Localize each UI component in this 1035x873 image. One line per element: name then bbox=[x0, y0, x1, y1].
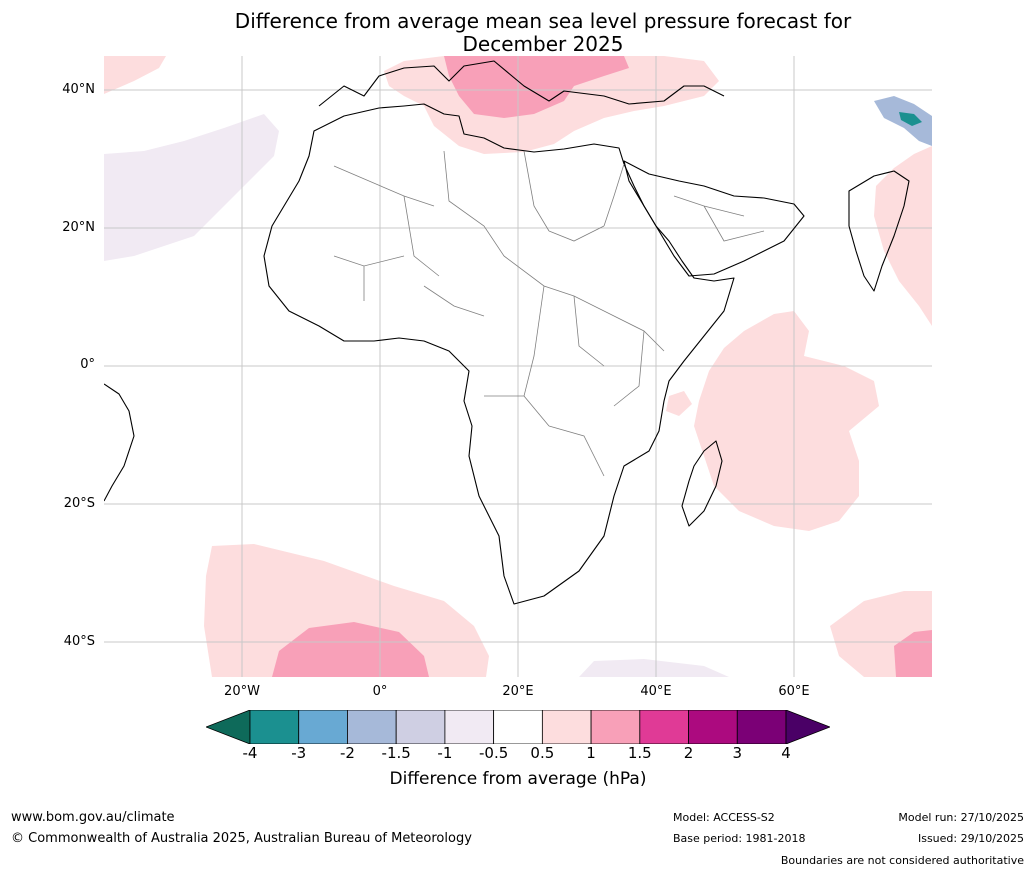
lat-label-0: 0° bbox=[80, 357, 95, 372]
south-america-tip bbox=[104, 383, 135, 502]
colorbar-tick-label: -2 bbox=[339, 744, 355, 762]
coastlines bbox=[104, 60, 910, 605]
lon-label-20e: 20°E bbox=[502, 684, 534, 699]
europe-coastline bbox=[318, 60, 725, 107]
lon-label-60e: 60°E bbox=[778, 684, 810, 699]
colorbar-cell bbox=[249, 710, 300, 744]
colorbar-over-arrow bbox=[785, 710, 830, 744]
anomaly-north-atlantic-pink bbox=[104, 56, 166, 94]
country-borders bbox=[333, 150, 765, 477]
lon-label-0: 0° bbox=[372, 684, 388, 699]
colorbar-tick-label: -1.5 bbox=[381, 744, 411, 762]
lat-label-40n: 40°N bbox=[62, 82, 95, 97]
colorbar-cell bbox=[590, 710, 641, 744]
lat-label-20n: 20°N bbox=[62, 220, 95, 235]
map-canvas bbox=[104, 56, 932, 677]
colorbar-tick-label: 2 bbox=[683, 744, 694, 762]
border-lines bbox=[333, 150, 765, 477]
footer-url[interactable]: www.bom.gov.au/climate bbox=[11, 810, 175, 825]
colorbar-tick-label: 1.5 bbox=[627, 744, 652, 762]
colorbar-cell bbox=[736, 710, 787, 744]
title-line-1: Difference from average mean sea level p… bbox=[234, 9, 852, 33]
colorbar-cell bbox=[541, 710, 592, 744]
africa-coastline bbox=[263, 103, 735, 605]
colorbar-under-arrow bbox=[206, 710, 251, 744]
colorbar-tick-label: 0.5 bbox=[530, 744, 555, 762]
colorbar-label: Difference from average (hPa) bbox=[389, 769, 647, 789]
anomaly-india-pink bbox=[874, 146, 932, 326]
colorbar-tick-label: -1 bbox=[437, 744, 453, 762]
pressure-anomaly-map bbox=[104, 56, 932, 677]
colorbar-cell bbox=[298, 710, 348, 744]
lat-label-40s: 40°S bbox=[63, 634, 95, 649]
arabia-coastline bbox=[623, 160, 805, 277]
title-line-2: December 2025 bbox=[462, 32, 624, 56]
colorbar-cell bbox=[347, 710, 397, 744]
colorbar-cell bbox=[688, 710, 738, 744]
colorbar-cell bbox=[639, 710, 689, 744]
footer-model: Model: ACCESS-S2 bbox=[673, 811, 775, 824]
footer-model-run: Model run: 27/10/2025 bbox=[898, 811, 1024, 824]
colorbar-cell bbox=[444, 710, 495, 744]
map-title: Difference from average mean sea level p… bbox=[0, 10, 1035, 56]
colorbar-tick-label: 3 bbox=[732, 744, 743, 762]
lat-label-20s: 20°S bbox=[63, 496, 95, 511]
anomaly-south-atlantic-pink bbox=[204, 544, 489, 677]
footer-disclaimer: Boundaries are not considered authoritat… bbox=[780, 854, 1024, 867]
lon-label-40e: 40°E bbox=[640, 684, 672, 699]
colorbar-tick-label: 1 bbox=[586, 744, 596, 762]
footer-copyright: © Commonwealth of Australia 2025, Austra… bbox=[11, 831, 472, 846]
colorbar-tick-label: -4 bbox=[242, 744, 258, 762]
anomaly-indian-ocean-islet bbox=[666, 391, 692, 416]
colorbar-tick-label: 4 bbox=[781, 744, 791, 762]
anomaly-indian-ocean-pink bbox=[694, 311, 879, 531]
anomaly-himalaya-strong bbox=[899, 112, 922, 126]
anomaly-atlantic-negative bbox=[104, 114, 279, 261]
colorbar-tick-label: -3 bbox=[291, 744, 307, 762]
anomaly-south-negative bbox=[579, 659, 729, 677]
footer-issued: Issued: 29/10/2025 bbox=[917, 832, 1024, 845]
india-coastline bbox=[848, 170, 910, 292]
footer-base-period: Base period: 1981-2018 bbox=[673, 832, 806, 845]
anomaly-south-atlantic-strong bbox=[272, 622, 429, 677]
colorbar bbox=[206, 710, 830, 744]
colorbar-cell bbox=[493, 710, 543, 744]
lon-label-20w: 20°W bbox=[224, 684, 260, 699]
madagascar-coastline bbox=[681, 440, 723, 527]
colorbar-cell bbox=[395, 710, 446, 744]
anomaly-mediterranean-strong bbox=[444, 56, 629, 118]
colorbar-tick-label: -0.5 bbox=[478, 744, 509, 762]
colorbar-cells bbox=[249, 710, 787, 744]
